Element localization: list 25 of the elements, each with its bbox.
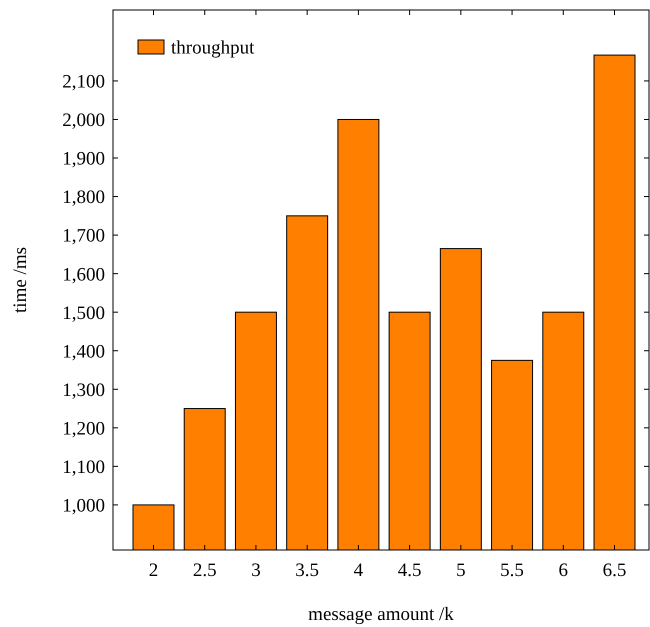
y-tick-label: 1,900	[62, 148, 105, 170]
x-tick-label: 4.5	[398, 560, 422, 581]
legend-label: throughput	[171, 38, 256, 59]
y-tick-label: 1,000	[62, 496, 105, 517]
y-tick-label: 1,500	[62, 302, 105, 324]
y-tick-label: 1,100	[62, 457, 105, 478]
y-tick-label: 1,400	[62, 341, 105, 362]
x-tick-label: 2	[148, 560, 158, 581]
y-tick-label: 1,700	[62, 226, 105, 247]
y-tick-label: 1,800	[62, 187, 105, 208]
y-tick-label: 1,200	[62, 418, 105, 440]
y-tick-label: 2,100	[62, 72, 105, 93]
y-axis-title: time /ms	[10, 247, 31, 313]
x-tick-label: 3.5	[295, 560, 320, 581]
y-tick-label: 2,000	[62, 110, 105, 132]
x-tick-label: 6.5	[602, 560, 626, 581]
x-tick-label: 5.5	[500, 560, 524, 581]
x-tick-label: 3	[251, 560, 261, 581]
y-tick-label: 1,600	[62, 264, 105, 286]
y-tick-label: 1,300	[62, 380, 105, 401]
x-tick-label: 5	[456, 560, 466, 581]
x-tick-label: 4	[354, 560, 364, 581]
x-tick-label: 2.5	[192, 560, 217, 581]
x-axis-title: message amount /k	[308, 604, 454, 625]
x-tick-label: 6	[558, 560, 568, 581]
